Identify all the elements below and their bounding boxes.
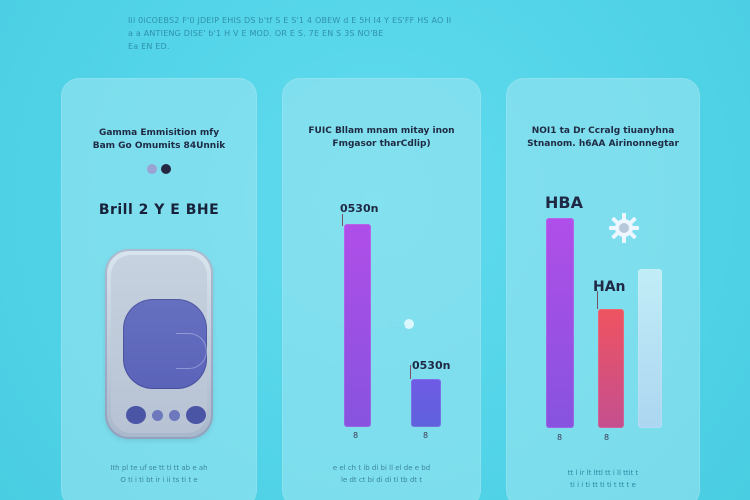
caption-line: le dt ct bi di di ti tb dt t <box>340 476 423 484</box>
intro-line: Ea EN ED. <box>128 42 170 51</box>
tall-bar <box>344 224 371 427</box>
device-heading: Brill 2 Y E BHE <box>98 202 220 218</box>
gear-icon <box>609 213 639 243</box>
right-button-icon <box>186 406 206 424</box>
caption-line: e el ch t ib di bi ll el de e bd <box>332 464 431 472</box>
meter-device <box>105 249 213 439</box>
caption-line: O ti i ti bt ir i ii ts ti t e <box>120 476 198 484</box>
bar-panel-3: NOI1 ta Dr Ccralg tiuanyhna Stnanom. h6A… <box>506 78 700 500</box>
panel-title-line: Gamma Emmisition mfy <box>98 128 220 138</box>
middle-button-icon <box>152 409 163 421</box>
meter-body <box>111 255 207 433</box>
meter-screen <box>123 299 207 389</box>
light-dot <box>147 164 157 174</box>
tall-bar <box>546 218 574 428</box>
x-tick-label: 8 <box>423 431 429 440</box>
bar-label-top: HBA <box>545 193 583 212</box>
caption-line: ti i i ti tt ti ti t tt t e <box>570 481 636 489</box>
bar-label-bottom: 0530n <box>412 359 451 372</box>
x-tick-label: 8 <box>353 431 359 440</box>
meter-buttons <box>126 406 206 424</box>
panel-title: FUIC Bllam mnam mitay inon Fmgasor tharC… <box>290 125 473 151</box>
pointer-icon <box>388 319 414 331</box>
panel-title-line: Stnanom. h6AA Airinonnegtar <box>527 139 679 149</box>
middle-bar <box>598 309 624 428</box>
screen-ring-accent <box>176 333 207 369</box>
status-dots <box>147 164 171 174</box>
panel-caption: Ith pl te uf se tt ti tt ab e ah O ti i … <box>61 462 257 486</box>
panel-caption: tt l ir lt lttl tt i ll ttit t ti i i ti… <box>506 467 700 491</box>
intro-line: Iil 0iCOEBS2 F'0 JDEIP EHIS DS b'tf S E … <box>128 16 452 25</box>
device-panel: Gamma Emmisition mfy Bam Go Omumits 84Un… <box>61 78 257 500</box>
intro-text: Iil 0iCOEBS2 F'0 JDEIP EHIS DS b'tf S E … <box>128 14 628 53</box>
bar-label-middle: HAn <box>593 279 626 295</box>
panel-title-line: Fmgasor tharCdlip) <box>332 139 431 149</box>
caption-line: Ith pl te uf se tt ti tt ab e ah <box>110 464 208 472</box>
bar-marker-line <box>342 214 343 226</box>
short-bar <box>411 379 441 427</box>
dark-dot <box>161 164 171 174</box>
light-bar <box>638 269 662 428</box>
panel-title-line: Bam Go Omumits 84Unnik <box>92 141 226 151</box>
caption-line: tt l ir lt lttl tt i ll ttit t <box>567 469 639 477</box>
panel-title: NOI1 ta Dr Ccralg tiuanyhna Stnanom. h6A… <box>514 125 692 151</box>
left-button-icon <box>126 406 146 424</box>
panel-title-line: FUIC Bllam mnam mitay inon <box>308 126 455 136</box>
x-tick-label: 8 <box>557 433 563 442</box>
panel-title-line: NOI1 ta Dr Ccralg tiuanyhna <box>531 126 675 136</box>
middle-button-icon <box>169 409 180 421</box>
bar-marker-line <box>597 291 598 309</box>
intro-line: a a ANTIENG DISE' b'1 H V E MOD. OR E S.… <box>128 29 384 38</box>
panel-title: Gamma Emmisition mfy Bam Go Omumits 84Un… <box>69 127 249 153</box>
bar-panel-2: FUIC Bllam mnam mitay inon Fmgasor tharC… <box>282 78 481 500</box>
bar-marker-line <box>410 365 411 379</box>
panel-caption: e el ch t ib di bi ll el de e bd le dt c… <box>282 462 481 486</box>
x-tick-label: 8 <box>604 433 610 442</box>
bar-label-top: 0530n <box>340 202 379 215</box>
